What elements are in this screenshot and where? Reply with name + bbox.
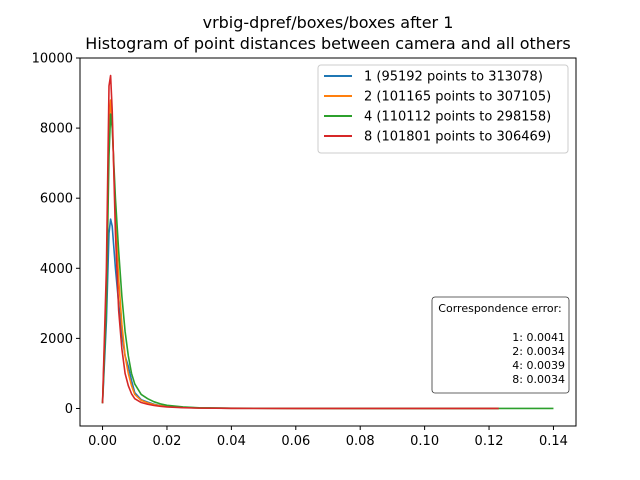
annotation-line-1: 1: 0.0041 [512, 331, 565, 344]
annotation-frame [431, 296, 570, 394]
y-tick-label: 8000 [40, 122, 73, 137]
correspondence-error-box: Correspondence error: 1: 0.0041 2: 0.003… [431, 296, 570, 394]
series-line-4 [101, 74, 499, 410]
plot-lines [101, 74, 554, 410]
chart-title: vrbig-dpref/boxes/boxes after 1 [203, 13, 454, 32]
legend-label-2: 2 (101165 points to 307105) [364, 90, 551, 105]
legend: 1 (95192 points to 313078) 2 (101165 poin… [317, 64, 569, 154]
y-tick-label: 2000 [40, 332, 73, 347]
y-axis: 0 2000 4000 6000 8000 10000 [32, 52, 80, 417]
x-tick-label: 0.10 [410, 434, 439, 449]
legend-label-3: 4 (110112 points to 298158) [364, 110, 551, 125]
legend-label-4: 8 (101801 points to 306469) [364, 130, 551, 145]
legend-frame [317, 64, 569, 154]
plot-frame [79, 57, 577, 427]
chart-subtitle: Histogram of point distances between cam… [85, 34, 570, 53]
annotation-line-2: 2: 0.0034 [512, 345, 565, 358]
x-tick-label: 0.12 [475, 434, 504, 449]
annotation-heading: Correspondence error: [438, 302, 561, 315]
y-tick-label: 0 [65, 402, 73, 417]
x-tick-label: 0.06 [281, 434, 310, 449]
y-tick-label: 4000 [40, 262, 73, 277]
x-tick-label: 0.08 [346, 434, 375, 449]
legend-label-1: 1 (95192 points to 313078) [364, 70, 543, 85]
annotation-line-4: 8: 0.0034 [512, 373, 565, 386]
y-tick-label: 10000 [32, 52, 73, 67]
x-tick-label: 0.14 [539, 434, 568, 449]
annotation-line-3: 4: 0.0039 [512, 359, 565, 372]
x-tick-label: 0.00 [88, 434, 117, 449]
x-tick-label: 0.04 [217, 434, 246, 449]
x-axis: 0.00 0.02 0.04 0.06 0.08 0.10 0.12 0.14 [88, 426, 568, 449]
y-tick-label: 6000 [40, 192, 73, 207]
x-tick-label: 0.02 [152, 434, 181, 449]
